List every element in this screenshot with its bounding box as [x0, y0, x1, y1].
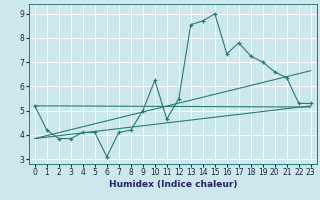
- X-axis label: Humidex (Indice chaleur): Humidex (Indice chaleur): [108, 180, 237, 189]
